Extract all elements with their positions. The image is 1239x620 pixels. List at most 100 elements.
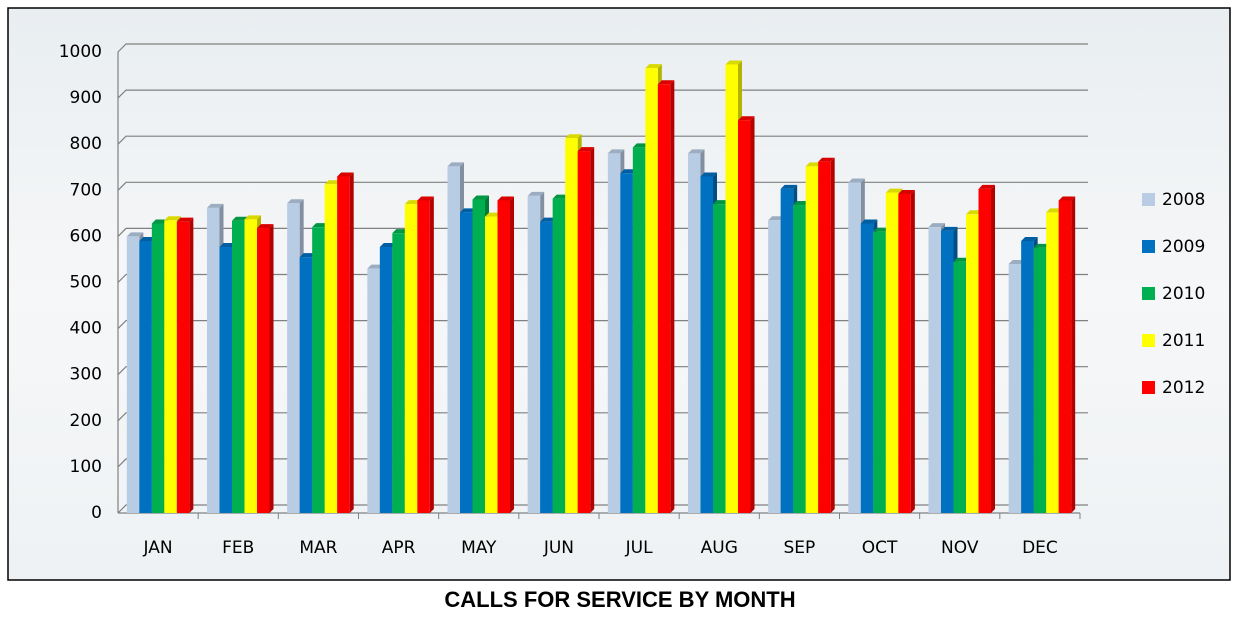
x-tick-label: OCT [862, 538, 898, 558]
legend-label: 2012 [1162, 378, 1205, 398]
bar [713, 204, 726, 513]
bar-side [911, 190, 915, 513]
bar [818, 162, 831, 513]
bar [966, 214, 979, 513]
bar [257, 228, 270, 513]
y-tick-label: 600 [70, 226, 102, 246]
bar [127, 236, 140, 513]
bar-side [831, 158, 835, 513]
x-tick-label: MAY [461, 538, 497, 558]
chart: CALLS FOR SERVICE BY MONTH 0 100 200 300 400… [0, 0, 1239, 615]
bar [405, 204, 418, 513]
bar [738, 120, 751, 513]
y-tick-label: 400 [70, 319, 102, 339]
bar [300, 257, 313, 513]
bar [367, 269, 380, 513]
bar [1046, 212, 1059, 513]
bar [540, 222, 553, 513]
bar [312, 227, 325, 513]
bar-side [350, 172, 354, 513]
chart-title: CALLS FOR SERVICE BY MONTH [444, 587, 795, 612]
page: {"chart_data": {"type": "bar", "title": … [0, 0, 1239, 615]
bar [498, 200, 511, 513]
bar [979, 189, 992, 513]
legend-swatch [1142, 193, 1155, 206]
bar [337, 176, 350, 513]
bar [380, 247, 393, 513]
y-tick-label: 0 [91, 503, 102, 523]
bar-side [1071, 196, 1075, 513]
bar [781, 189, 794, 513]
y-tick-label: 200 [70, 411, 102, 431]
y-tick-label: 1000 [59, 42, 102, 62]
x-tick-label: NOV [941, 538, 979, 558]
x-tick-label: MAR [299, 538, 337, 558]
y-tick-label: 800 [70, 134, 102, 154]
bar [928, 227, 941, 513]
x-tick-label: JAN [143, 538, 173, 558]
x-tick-label: JUN [543, 538, 574, 558]
bar [953, 262, 966, 513]
bar [232, 221, 245, 513]
bar [219, 247, 232, 513]
bar [806, 166, 819, 513]
bar-side [510, 196, 514, 513]
bar [287, 203, 300, 513]
legend-label: 2011 [1162, 331, 1205, 351]
legend-label: 2008 [1162, 190, 1205, 210]
bar [873, 232, 886, 513]
bar [528, 196, 541, 513]
bar [898, 194, 911, 513]
bar [1059, 200, 1072, 513]
bar-side [430, 196, 434, 513]
bar [941, 231, 954, 513]
y-tick-label: 300 [70, 365, 102, 385]
bar [1034, 248, 1047, 513]
y-tick-label: 100 [70, 457, 102, 477]
bar [245, 219, 258, 513]
legend-label: 2010 [1162, 284, 1205, 304]
bar [578, 151, 591, 513]
bar-side [670, 80, 674, 513]
bar [472, 200, 485, 513]
bar [565, 138, 578, 513]
bar [861, 223, 874, 513]
x-tick-label: APR [382, 538, 416, 558]
bar [1021, 241, 1034, 513]
bar [608, 153, 621, 513]
bar-side [590, 147, 594, 513]
y-tick-label: 900 [70, 88, 102, 108]
bar [848, 182, 861, 513]
bar [645, 68, 658, 513]
bar [726, 64, 739, 513]
bar [700, 176, 713, 513]
bar [207, 208, 220, 513]
y-tick-label: 700 [70, 180, 102, 200]
x-tick-label: DEC [1022, 538, 1058, 558]
legend-label: 2009 [1162, 237, 1205, 257]
bar-side [751, 116, 755, 513]
bar [620, 173, 633, 513]
bar [886, 193, 899, 513]
bar [658, 84, 671, 513]
bar [325, 184, 338, 513]
bar-side [991, 185, 995, 513]
bar [460, 212, 473, 513]
bar [553, 199, 566, 513]
bar [417, 200, 430, 513]
legend-swatch [1142, 334, 1155, 347]
y-tick-label: 500 [70, 273, 102, 293]
bar [447, 166, 460, 513]
bar [139, 241, 152, 513]
bar [688, 153, 701, 513]
bar [392, 233, 405, 513]
x-tick-label: FEB [222, 538, 254, 558]
bar [485, 217, 498, 513]
x-tick-label: JUL [625, 538, 653, 558]
legend-swatch [1142, 240, 1155, 253]
legend-swatch [1142, 287, 1155, 300]
bar [1009, 264, 1022, 513]
x-tick-label: SEP [784, 538, 816, 558]
bar [793, 205, 806, 513]
x-tick-label: AUG [701, 538, 738, 558]
